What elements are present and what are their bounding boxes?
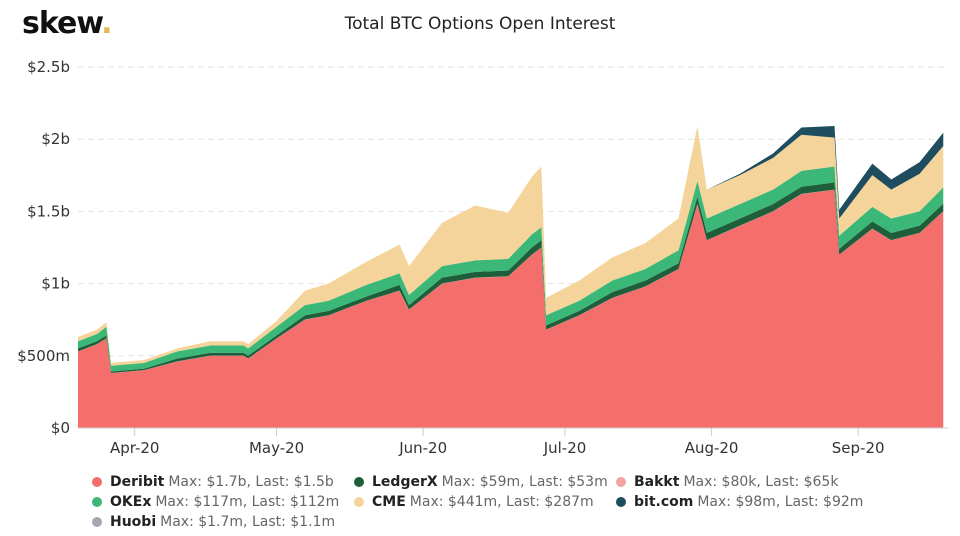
legend-stats: Max: $441m, Last: $287m	[409, 494, 594, 510]
legend-item-cme[interactable]: CME Max: $441m, Last: $287m	[354, 492, 616, 512]
y-tick-label: $2b	[41, 130, 70, 148]
x-tick-label: Aug-20	[685, 439, 739, 457]
legend-stats: Max: $80k, Last: $65k	[683, 474, 839, 490]
legend-stats: Max: $98m, Last: $92m	[697, 494, 864, 510]
x-tick-label: Jun-20	[398, 439, 447, 457]
y-tick-label: $1.5b	[27, 202, 70, 220]
legend-series-name: Bakkt	[634, 474, 680, 490]
legend-item-okex[interactable]: OKEx Max: $117m, Last: $112m	[92, 492, 354, 512]
legend-item-ledgerx[interactable]: LedgerX Max: $59m, Last: $53m	[354, 472, 616, 492]
legend-stats: Max: $1.7m, Last: $1.1m	[160, 514, 336, 530]
y-tick-label: $500m	[17, 347, 70, 365]
legend-stats: Max: $117m, Last: $112m	[155, 494, 340, 510]
x-tick-label: May-20	[249, 439, 304, 457]
y-tick-label: $0	[51, 419, 70, 437]
area-deribit	[78, 189, 944, 428]
stacked-area-chart: $0 $500m $1b $1.5b $2b $2.5b Apr-20 May-20 Jun-2…	[17, 58, 948, 457]
x-tick-label: Sep-20	[832, 439, 885, 457]
x-tick-label: Apr-20	[110, 439, 160, 457]
legend-series-name: Huobi	[110, 514, 157, 530]
area-cme	[78, 126, 944, 366]
chart-title: Total BTC Options Open Interest	[344, 14, 616, 34]
legend-swatch	[354, 477, 364, 487]
y-tick-label: $1b	[41, 275, 70, 293]
legend-item-bakkt[interactable]: Bakkt Max: $80k, Last: $65k	[616, 472, 878, 492]
area-ledgerx	[78, 182, 944, 373]
x-tick-label: Jul-20	[543, 439, 587, 457]
legend-swatch	[354, 497, 364, 507]
legend-series-name: Deribit	[110, 474, 165, 490]
legend-swatch	[92, 477, 102, 487]
legend-series-name: LedgerX	[372, 474, 438, 490]
skew-logo: skew.	[22, 6, 113, 41]
legend-item-deribit[interactable]: Deribit Max: $1.7b, Last: $1.5b	[92, 472, 354, 492]
legend-swatch	[92, 497, 102, 507]
y-tick-label: $2.5b	[27, 58, 70, 76]
legend-stats: Max: $1.7b, Last: $1.5b	[168, 474, 334, 490]
legend-swatch	[616, 477, 626, 487]
legend-stats: Max: $59m, Last: $53m	[441, 474, 608, 490]
legend-item-huobi[interactable]: Huobi Max: $1.7m, Last: $1.1m	[92, 512, 354, 532]
legend-swatch	[92, 517, 102, 527]
legend-item-bit-com[interactable]: bit.com Max: $98m, Last: $92m	[616, 492, 878, 512]
area-okex	[78, 166, 944, 372]
legend-series-name: bit.com	[634, 494, 694, 510]
legend: Deribit Max: $1.7b, Last: $1.5b LedgerX Max…	[92, 472, 878, 532]
legend-series-name: OKEx	[110, 494, 152, 510]
legend-series-name: CME	[372, 494, 406, 510]
legend-swatch	[616, 497, 626, 507]
